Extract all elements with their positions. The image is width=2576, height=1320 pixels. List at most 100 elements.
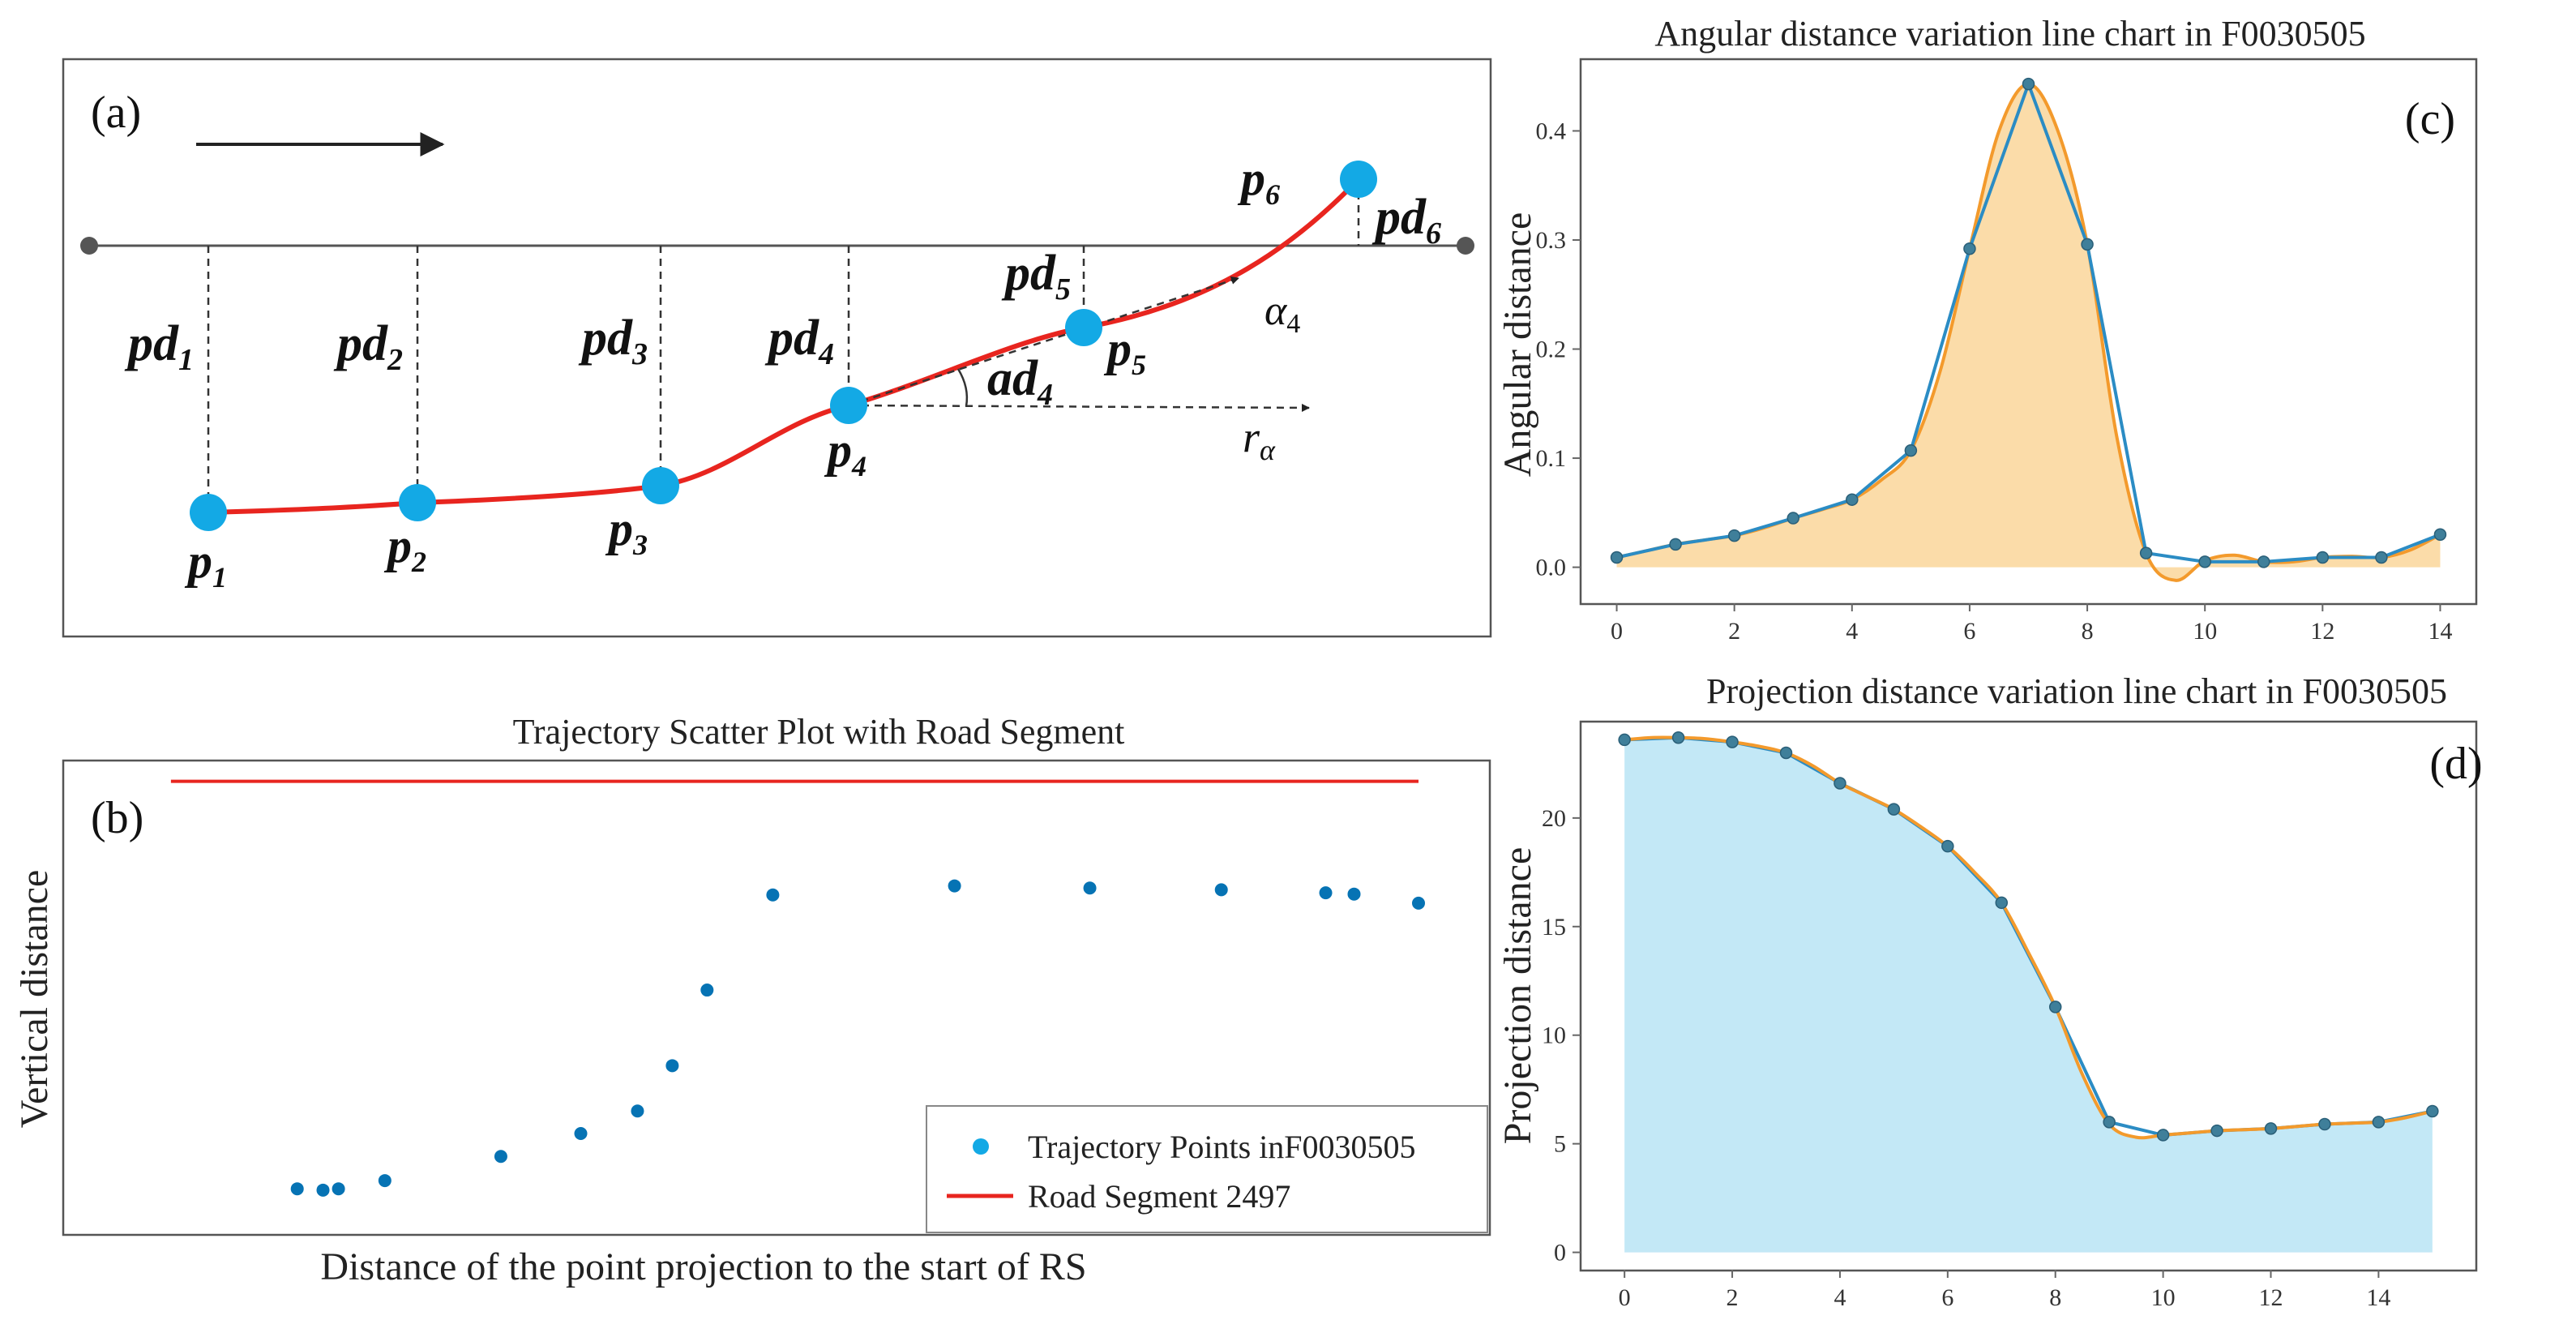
label-alpha4: α4 [1264, 288, 1300, 339]
chart-c-point-8 [2081, 238, 2094, 251]
panel-b-label: (b) [91, 793, 143, 843]
x-tick-label: 0 [1619, 1284, 1631, 1311]
point-p6 [1340, 161, 1377, 198]
scatter-point-3 [378, 1174, 392, 1188]
x-tick-label: 12 [2310, 618, 2334, 645]
scatter-point-15 [1412, 896, 1425, 910]
chart-c-point-3 [1787, 512, 1799, 525]
label-pd3: pd3 [578, 311, 648, 371]
x-tick-label: 14 [2366, 1284, 2390, 1311]
panel-c-angular: Angular distance variation line chart in… [1496, 14, 2478, 645]
chart-d-point-4 [1834, 777, 1846, 790]
chart-b-plot [170, 779, 1425, 1197]
label-pd5: pd5 [1001, 246, 1071, 306]
chart-c-point-12 [2316, 551, 2330, 564]
label-pd1: pd1 [124, 316, 194, 377]
chart-c-point-0 [1610, 551, 1624, 564]
label-p3: p3 [605, 502, 648, 561]
chart-c-point-5 [1904, 444, 1918, 457]
road-start-node [80, 237, 98, 255]
panel-a-label: (a) [91, 88, 141, 138]
label-r-alpha: rα [1243, 413, 1276, 466]
chart-d-point-0 [1618, 733, 1631, 747]
chart-c-title: Angular distance variation line chart in… [1654, 14, 2365, 54]
point-p1 [190, 494, 227, 531]
chart-d-title: Projection distance variation line chart… [1706, 671, 2447, 711]
panel-d-projection: Projection distance variation line chart… [1496, 671, 2483, 1311]
legend-trajectory-label: Trajectory Points inF0030505 [1028, 1129, 1416, 1165]
x-tick-label: 2 [1727, 1284, 1739, 1311]
chart-d-point-8 [2048, 1001, 2062, 1014]
chart-c-plot: 0 2 4 6 8 10 12 14 0.0 0.1 0.2 0.3 0.4 [1536, 77, 2452, 645]
chart-d-point-13 [2318, 1117, 2331, 1131]
scatter-point-10 [948, 879, 961, 893]
chart-d-smoothed-line [1624, 735, 2433, 1140]
chart-d-point-10 [2156, 1129, 2170, 1142]
chart-b-title: Trajectory Scatter Plot with Road Segmen… [513, 712, 1125, 752]
scatter-point-9 [766, 888, 780, 902]
point-p2 [399, 484, 436, 521]
panel-d-label: (d) [2429, 739, 2482, 789]
y-tick-label: 0.1 [1536, 445, 1567, 472]
label-pd6: pd6 [1371, 190, 1441, 251]
x-tick-label: 8 [2082, 618, 2094, 645]
scatter-point-12 [1214, 883, 1228, 897]
chart-b-xlabel: Distance of the point projection to the … [320, 1245, 1086, 1288]
chart-d-point-12 [2264, 1122, 2278, 1135]
scatter-point-6 [631, 1104, 644, 1118]
reference-arrow [848, 403, 1310, 412]
chart-d-point-1 [1671, 731, 1685, 744]
y-tick-label: 0.0 [1536, 555, 1567, 581]
chart-d-ylabel: Projection distance [1496, 847, 1539, 1145]
chart-c-point-14 [2433, 528, 2447, 541]
point-p5 [1065, 309, 1102, 346]
chart-d-point-2 [1726, 735, 1739, 748]
x-tick-label: 12 [2259, 1284, 2283, 1311]
y-tick-label: 0.3 [1536, 227, 1567, 254]
y-tick-label: 10 [1542, 1022, 1566, 1049]
label-p5: p5 [1103, 322, 1146, 381]
x-tick-label: 14 [2428, 618, 2452, 645]
legend-road-label: Road Segment 2497 [1028, 1178, 1290, 1215]
point-p4 [830, 387, 867, 424]
chart-d-point-14 [2372, 1116, 2386, 1129]
scatter-point-5 [574, 1126, 588, 1140]
panel-a-schematic: (a) p1 p2 [62, 58, 1492, 638]
label-p4: p4 [824, 423, 867, 482]
x-tick-label: 6 [1941, 1284, 1953, 1311]
y-tick-label: 0.4 [1536, 118, 1567, 144]
scatter-point-7 [665, 1059, 679, 1073]
trajectory-points [190, 161, 1377, 531]
x-tick-label: 6 [1963, 618, 1975, 645]
chart-d-point-11 [2210, 1124, 2223, 1138]
panel-b-scatter: Trajectory Scatter Plot with Road Segmen… [13, 712, 1491, 1288]
chart-c-point-13 [2375, 551, 2388, 564]
chart-d-point-15 [2426, 1104, 2439, 1118]
chart-c-point-6 [1963, 242, 1976, 255]
chart-d-plot: 0 2 4 6 8 10 12 14 0 5 10 15 20 [1542, 731, 2439, 1311]
scatter-point-14 [1347, 887, 1361, 901]
label-pd2: pd2 [333, 316, 403, 377]
chart-d-frame [1579, 720, 2478, 1272]
x-tick-label: 8 [2049, 1284, 2061, 1311]
label-p6: p6 [1237, 152, 1280, 211]
scatter-point-11 [1083, 881, 1097, 895]
y-tick-label: 20 [1542, 805, 1566, 832]
scatter-point-2 [332, 1182, 345, 1196]
projection-lines [207, 179, 1360, 512]
chart-d-point-6 [1941, 839, 1954, 853]
scatter-point-4 [494, 1150, 507, 1164]
scatter-point-1 [316, 1183, 330, 1197]
x-tick-label: 10 [2151, 1284, 2176, 1311]
chart-d-point-9 [2103, 1116, 2116, 1129]
chart-d-point-5 [1887, 803, 1901, 816]
label-ad4: ad4 [987, 351, 1053, 412]
angle-arc [956, 368, 969, 407]
chart-c-area [1616, 84, 2441, 581]
y-tick-label: 0 [1554, 1240, 1566, 1266]
label-p2: p2 [383, 519, 426, 578]
chart-b-legend: Trajectory Points inF0030505 Road Segmen… [926, 1105, 1488, 1233]
road-end-node [1457, 237, 1474, 255]
chart-d-point-3 [1779, 746, 1793, 760]
